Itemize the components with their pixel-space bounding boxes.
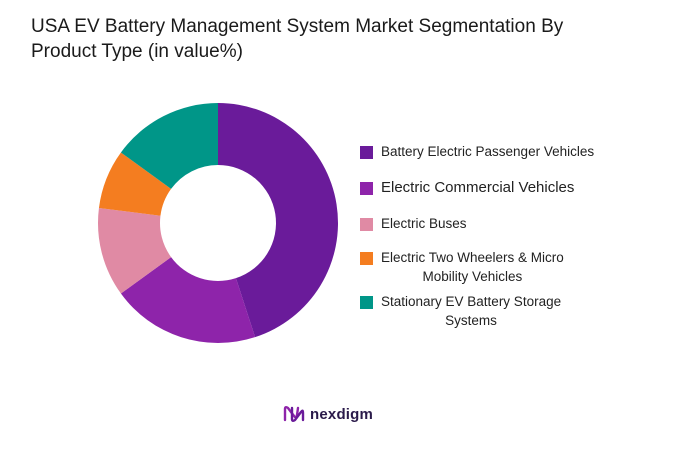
- donut-slices: [97, 103, 338, 343]
- chart-title: USA EV Battery Management System Market …: [31, 16, 564, 62]
- legend-swatch: [360, 252, 373, 265]
- legend-item-electric-two-wheelers: Electric Two Wheelers & Micro Mobility V…: [360, 248, 660, 286]
- legend-label: Electric Buses: [381, 216, 467, 231]
- legend-swatch: [360, 296, 373, 309]
- nexdigm-logo-icon: [283, 406, 305, 422]
- legend-item-electric-buses: Electric Buses: [360, 214, 660, 233]
- donut-slice-battery-electric-passenger-vehicles: [218, 103, 338, 338]
- legend-label: Electric Two Wheelers & Micro Mobility V…: [381, 250, 564, 284]
- donut-slice-stationary-ev-battery-storage-systems: [120, 103, 218, 189]
- donut-slice-electric-buses: [97, 207, 172, 294]
- legend-item-battery-electric-passenger-vehicles: Battery Electric Passenger Vehicles: [360, 142, 660, 161]
- legend-label: Battery Electric Passenger Vehicles: [381, 144, 595, 159]
- legend-item-stationary-storage: Stationary EV Battery Storage Systems: [360, 292, 660, 330]
- legend-swatch: [360, 182, 373, 195]
- donut-slice-electric-commercial-vehicles: [120, 257, 256, 343]
- donut-slice-electric-two-wheelers-micro-mobility-vehicles: [98, 152, 172, 216]
- legend-label: Electric Commercial Vehicles: [381, 179, 575, 196]
- legend-swatch: [360, 146, 373, 159]
- logo-text: nexdigm: [310, 405, 374, 423]
- legend-item-electric-commercial-vehicles: Electric Commercial Vehicles: [360, 178, 660, 197]
- legend-label: Stationary EV Battery Storage Systems: [381, 294, 562, 328]
- legend-swatch: [360, 218, 373, 231]
- brand-logo: nexdigm: [283, 404, 373, 424]
